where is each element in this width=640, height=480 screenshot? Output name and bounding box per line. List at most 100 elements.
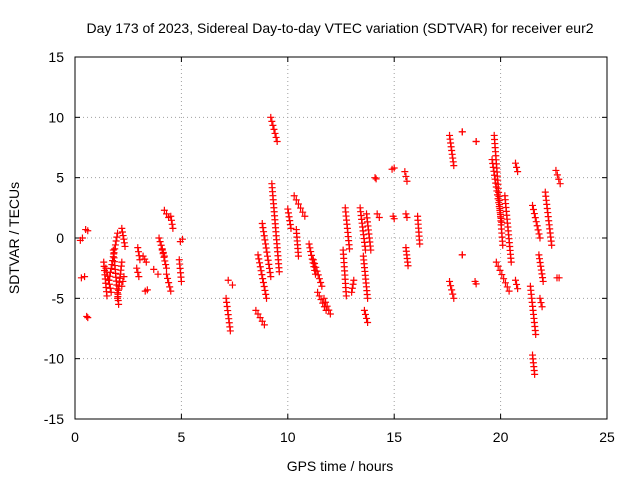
data-point — [496, 266, 504, 274]
data-point — [530, 210, 538, 218]
data-point — [177, 277, 185, 285]
data-point — [511, 276, 519, 284]
y-tick-label: 15 — [48, 49, 64, 65]
data-point — [297, 204, 305, 212]
data-point — [105, 276, 113, 284]
data-point — [402, 210, 410, 218]
data-point — [364, 318, 372, 326]
data-point — [323, 302, 331, 310]
data-point — [252, 306, 260, 314]
data-point — [163, 270, 171, 278]
data-point — [257, 267, 265, 275]
data-point — [536, 255, 544, 263]
data-point — [275, 268, 283, 276]
data-point — [404, 262, 412, 270]
data-point — [259, 224, 267, 232]
data-point — [314, 271, 322, 279]
data-point — [315, 275, 323, 283]
data-point — [348, 288, 356, 296]
data-point — [106, 272, 114, 280]
data-point — [315, 292, 323, 300]
data-point — [537, 266, 545, 274]
data-point — [103, 292, 111, 300]
data-point — [84, 227, 92, 235]
data-point — [535, 251, 543, 259]
data-point — [535, 230, 543, 238]
data-point — [78, 234, 86, 242]
data-point — [318, 282, 326, 290]
data-point — [256, 314, 264, 322]
data-points — [76, 113, 564, 378]
data-point — [513, 280, 521, 288]
data-point — [134, 244, 142, 252]
x-tick-label: 20 — [493, 429, 509, 445]
data-point — [492, 258, 500, 266]
data-point — [160, 206, 168, 214]
data-point — [556, 180, 564, 188]
data-point — [284, 209, 292, 217]
data-point — [390, 164, 398, 172]
data-point — [539, 277, 547, 285]
data-point — [290, 192, 298, 200]
data-point — [265, 264, 273, 272]
plot-frame — [74, 56, 608, 420]
data-point — [260, 321, 268, 329]
data-point — [494, 262, 502, 270]
data-point — [532, 218, 540, 226]
data-point — [548, 241, 556, 249]
data-point — [136, 256, 144, 264]
y-tick-label: 5 — [56, 170, 64, 186]
data-point — [120, 235, 128, 243]
data-point — [163, 264, 171, 272]
data-point — [159, 250, 167, 258]
data-point — [555, 175, 563, 183]
data-point — [532, 331, 540, 339]
data-point — [168, 220, 176, 228]
data-point — [142, 258, 150, 266]
data-point — [260, 282, 268, 290]
data-point — [133, 264, 141, 272]
data-point — [264, 256, 272, 264]
data-point — [154, 270, 162, 278]
data-point — [364, 294, 372, 302]
data-point — [306, 244, 314, 252]
data-point — [531, 214, 539, 222]
data-point — [178, 235, 186, 243]
data-point — [261, 236, 269, 244]
data-point — [287, 224, 295, 232]
data-point — [269, 121, 277, 129]
data-point — [258, 220, 266, 228]
data-point — [472, 137, 480, 145]
data-point — [533, 222, 541, 230]
data-point — [390, 215, 398, 223]
data-point — [536, 258, 544, 266]
data-point — [166, 283, 174, 291]
data-point — [118, 228, 126, 236]
data-point — [447, 282, 455, 290]
data-point — [258, 317, 266, 325]
data-point — [472, 280, 480, 288]
data-point — [348, 284, 356, 292]
x-tick-label: 0 — [71, 429, 79, 445]
data-point — [499, 241, 507, 249]
data-point — [155, 234, 163, 242]
data-point — [371, 174, 379, 182]
grid-lines — [75, 57, 607, 419]
data-point — [111, 245, 119, 253]
y-tick-label: -10 — [44, 351, 64, 367]
data-point — [450, 162, 458, 170]
x-tick-label: 5 — [178, 429, 186, 445]
data-point — [271, 129, 279, 137]
data-point — [106, 268, 114, 276]
data-point — [158, 246, 166, 254]
data-point — [538, 303, 546, 311]
data-point — [538, 270, 546, 278]
data-point — [150, 265, 158, 273]
data-point — [266, 269, 274, 277]
data-point — [500, 275, 508, 283]
data-point — [416, 240, 424, 248]
data-point — [403, 213, 411, 221]
data-point — [305, 240, 313, 248]
data-point — [307, 251, 315, 259]
data-point — [301, 212, 309, 220]
